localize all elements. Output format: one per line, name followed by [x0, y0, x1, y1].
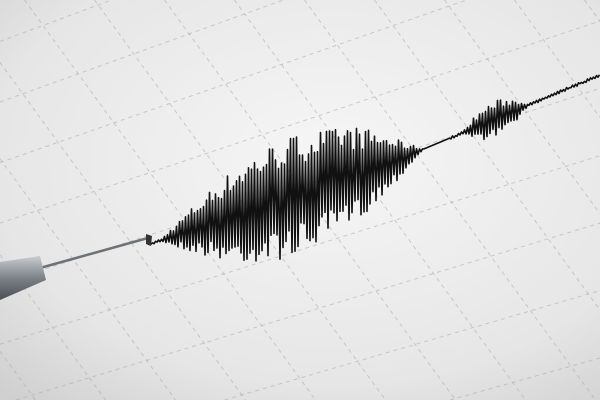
grid-line: [24, 0, 316, 400]
stylus-tip: [146, 234, 152, 246]
stylus: [0, 234, 152, 300]
grid-line: [224, 290, 600, 400]
grid-line: [234, 0, 526, 400]
stylus-needle: [39, 236, 149, 270]
grid-line: [0, 155, 600, 345]
grid-line: [0, 62, 246, 400]
grid-line: [449, 357, 600, 400]
grid-line: [0, 0, 284, 103]
grid-line: [514, 0, 600, 118]
grid-line: [304, 0, 596, 400]
seismic-trace: [147, 74, 600, 262]
grid-line: [15, 222, 600, 400]
grid-line: [0, 351, 36, 400]
grid-line: [0, 0, 467, 164]
grid-line: [0, 20, 600, 224]
grid-line: [0, 254, 106, 400]
grid-line: [164, 0, 456, 400]
grid-line: [0, 158, 176, 400]
stylus-body: [0, 256, 46, 300]
grid-line: [0, 0, 112, 42]
grid-line: [94, 0, 386, 400]
